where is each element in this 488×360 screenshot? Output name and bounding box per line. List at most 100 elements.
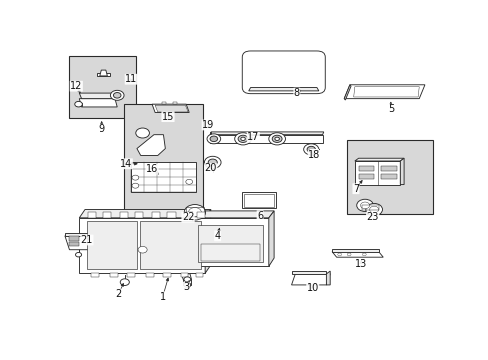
Polygon shape [181, 274, 191, 279]
Polygon shape [137, 135, 165, 156]
Circle shape [136, 128, 149, 138]
Bar [87, 212, 96, 219]
Polygon shape [205, 210, 210, 273]
Polygon shape [191, 211, 274, 218]
Bar [123, 104, 203, 216]
Bar [358, 174, 373, 179]
Circle shape [360, 202, 369, 209]
Text: 14: 14 [120, 159, 132, 169]
Circle shape [210, 136, 217, 141]
Bar [127, 273, 135, 278]
Circle shape [369, 206, 378, 213]
Text: 22: 22 [182, 212, 194, 222]
Circle shape [272, 135, 282, 143]
Circle shape [113, 93, 121, 98]
Text: 11: 11 [125, 74, 137, 84]
Bar [354, 161, 400, 185]
Polygon shape [79, 93, 117, 99]
Polygon shape [331, 252, 383, 257]
Polygon shape [291, 271, 326, 274]
Text: 10: 10 [306, 283, 318, 293]
Text: 9: 9 [99, 124, 104, 134]
Bar [195, 273, 203, 278]
Polygon shape [79, 218, 205, 273]
Text: 15: 15 [162, 112, 174, 122]
Bar [68, 237, 79, 240]
Circle shape [185, 179, 192, 184]
Bar [244, 194, 274, 207]
Circle shape [120, 279, 129, 285]
Bar [135, 212, 143, 219]
Polygon shape [400, 158, 403, 185]
Bar [173, 102, 177, 104]
Text: 17: 17 [246, 132, 259, 143]
Circle shape [337, 253, 341, 256]
Text: 6: 6 [257, 211, 263, 221]
Polygon shape [155, 105, 188, 112]
Polygon shape [140, 221, 200, 269]
Polygon shape [75, 103, 82, 105]
Bar [180, 273, 188, 278]
Circle shape [206, 134, 220, 144]
Circle shape [75, 102, 82, 107]
Polygon shape [331, 249, 378, 252]
Text: 20: 20 [204, 163, 217, 174]
Text: 13: 13 [354, 258, 366, 269]
Text: 18: 18 [307, 150, 320, 161]
Text: 21: 21 [81, 235, 93, 245]
Polygon shape [79, 210, 210, 218]
Bar [358, 166, 373, 171]
Polygon shape [210, 132, 323, 135]
Text: 16: 16 [145, 164, 158, 174]
Polygon shape [198, 225, 262, 262]
Circle shape [204, 156, 221, 168]
Polygon shape [65, 233, 91, 236]
Circle shape [240, 137, 245, 140]
Polygon shape [152, 104, 189, 112]
Polygon shape [344, 85, 350, 100]
Text: 23: 23 [366, 212, 378, 222]
Polygon shape [326, 271, 329, 285]
Bar [381, 174, 396, 179]
Text: 4: 4 [214, 231, 220, 241]
Bar [146, 273, 154, 278]
Polygon shape [210, 135, 322, 143]
Polygon shape [79, 99, 117, 107]
FancyBboxPatch shape [242, 51, 325, 94]
Bar [167, 212, 175, 219]
Circle shape [184, 204, 205, 220]
Polygon shape [200, 244, 259, 261]
Polygon shape [344, 85, 424, 99]
Circle shape [75, 252, 81, 257]
Bar [68, 242, 79, 246]
Bar [161, 102, 166, 104]
Circle shape [234, 133, 251, 145]
Circle shape [346, 253, 350, 256]
Polygon shape [248, 87, 318, 91]
Bar [184, 212, 192, 219]
Circle shape [183, 283, 190, 287]
Text: 7: 7 [352, 184, 358, 194]
Circle shape [365, 203, 382, 216]
Polygon shape [87, 221, 137, 269]
Polygon shape [97, 73, 109, 76]
Bar [110, 273, 118, 278]
Polygon shape [310, 149, 318, 150]
Bar [131, 162, 195, 192]
Circle shape [183, 277, 190, 282]
Bar [346, 140, 432, 214]
Circle shape [208, 159, 217, 166]
Bar [196, 212, 205, 219]
Bar [152, 212, 160, 219]
Bar [163, 273, 171, 278]
Bar [242, 192, 276, 208]
Polygon shape [91, 236, 96, 252]
Polygon shape [191, 218, 268, 266]
Circle shape [303, 144, 318, 155]
Circle shape [110, 90, 124, 100]
Circle shape [306, 146, 315, 152]
Circle shape [268, 133, 285, 145]
Circle shape [238, 135, 247, 143]
Circle shape [274, 137, 279, 140]
Polygon shape [354, 158, 403, 161]
